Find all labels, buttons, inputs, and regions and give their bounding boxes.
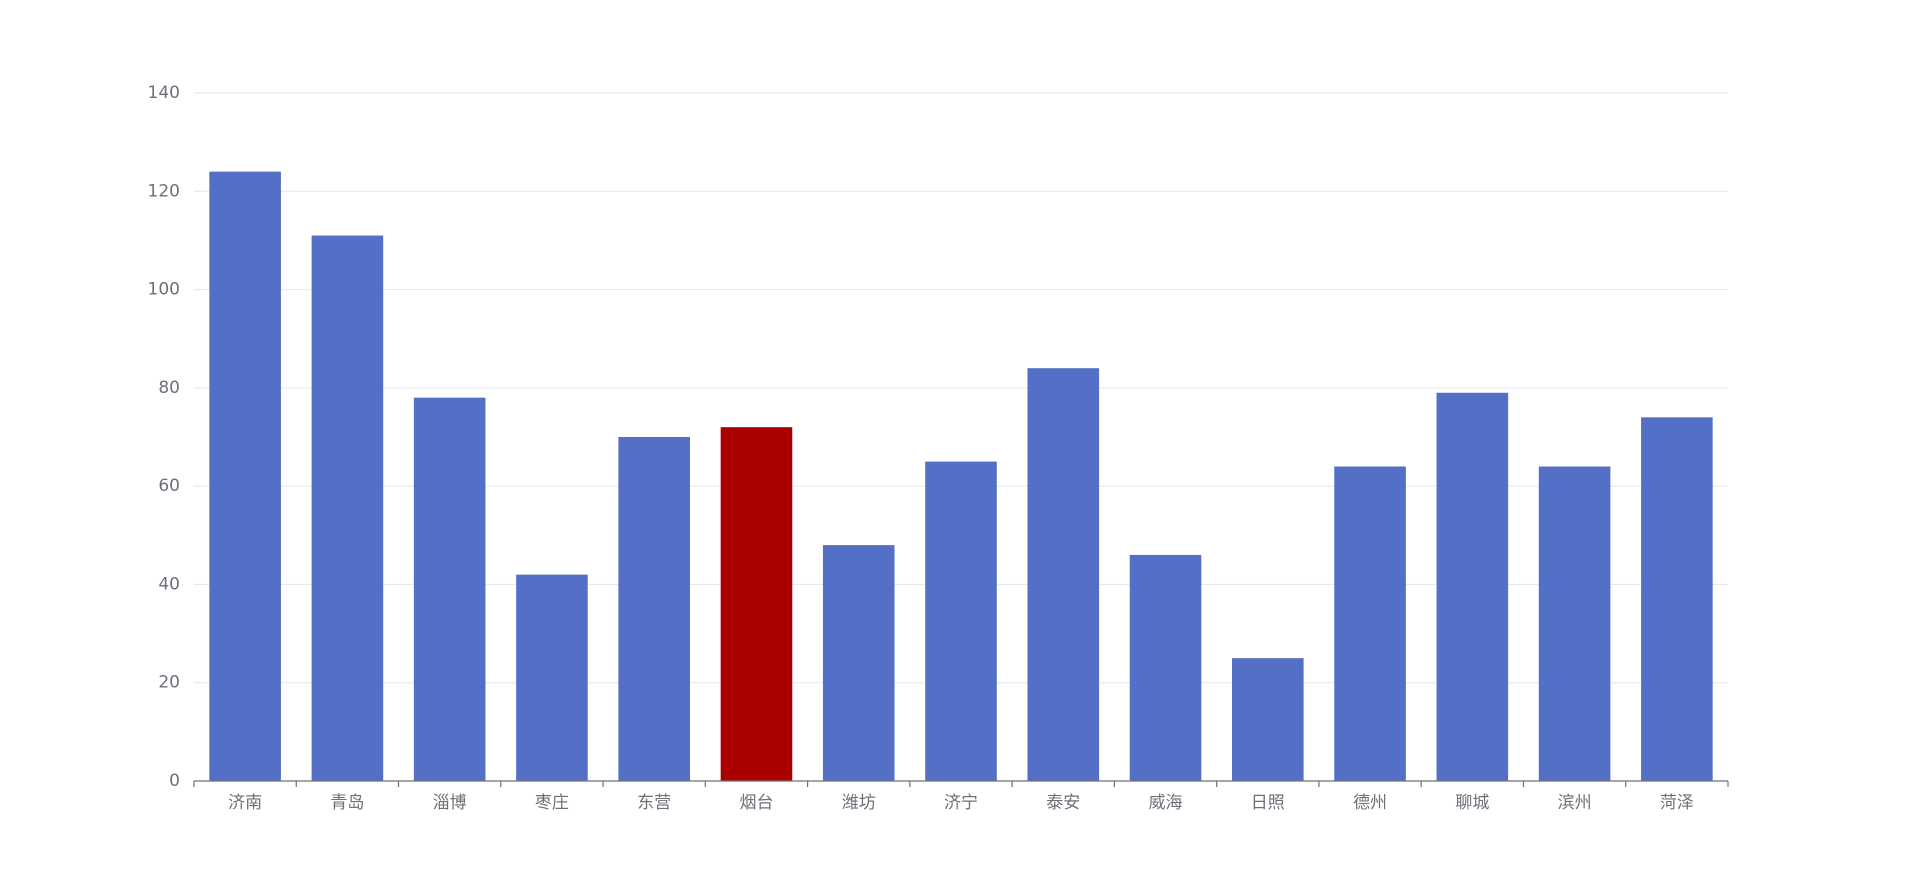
bar [618, 437, 690, 781]
y-tick-label: 80 [158, 378, 180, 398]
bar [1641, 417, 1713, 781]
bar [822, 545, 895, 781]
x-tick-label: 菏泽 [1660, 793, 1694, 813]
y-tick-label: 140 [148, 83, 180, 103]
x-tick-label: 泰安 [1046, 793, 1080, 813]
x-tick-label: 烟台 [739, 793, 773, 813]
x-tick-label: 潍坊 [842, 793, 876, 813]
x-tick-label: 济南 [228, 793, 262, 813]
x-tick-label: 济宁 [944, 793, 978, 813]
y-tick-label: 120 [148, 181, 180, 201]
y-tick-label: 100 [148, 280, 180, 300]
x-tick-label: 德州 [1353, 793, 1387, 813]
y-tick-label: 0 [169, 771, 180, 791]
bar [925, 461, 997, 781]
bar [209, 171, 281, 782]
x-tick-label: 威海 [1149, 793, 1183, 813]
x-tick-label: 聊城 [1455, 793, 1489, 813]
x-tick-label: 东营 [637, 793, 671, 813]
bar [413, 397, 486, 781]
x-tick-label: 滨州 [1558, 793, 1592, 813]
bar [516, 574, 588, 781]
bar [1027, 368, 1100, 781]
x-tick-label: 青岛 [330, 793, 364, 813]
x-tick-label: 日照 [1251, 793, 1285, 813]
x-tick-label: 枣庄 [535, 793, 569, 813]
bar [720, 427, 793, 781]
bar [1538, 466, 1611, 781]
x-tick-label: 淄博 [433, 793, 467, 813]
y-tick-label: 60 [158, 476, 180, 496]
bar [1232, 658, 1304, 781]
bar [1334, 466, 1406, 781]
y-tick-label: 20 [158, 673, 180, 693]
bar [311, 235, 384, 781]
y-tick-label: 40 [158, 574, 180, 594]
bar [1436, 392, 1509, 781]
bar [1129, 554, 1202, 781]
